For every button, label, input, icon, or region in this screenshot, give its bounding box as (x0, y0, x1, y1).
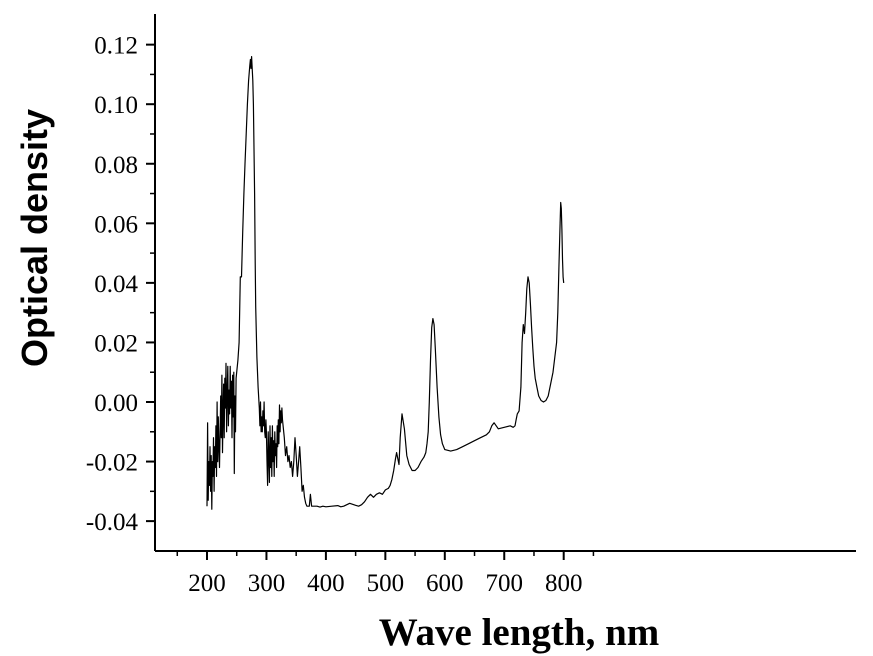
series-group (206, 56, 565, 510)
y-tick-label: 0.06 (94, 211, 138, 238)
x-tick-label: 800 (545, 570, 583, 597)
y-tick-label: -0.04 (86, 509, 139, 536)
y-ticks: -0.04 -0.02 0.00 0.02 0.04 0.06 0.08 0.10 0.12 (86, 33, 155, 536)
x-ticks: 200 300 400 500 600 700 800 (176, 551, 595, 597)
x-tick-label: 300 (248, 570, 286, 597)
series-line (206, 56, 565, 510)
y-tick-label: 0.00 (94, 390, 138, 417)
y-tick-label: -0.02 (86, 450, 138, 477)
x-tick-label: 200 (188, 570, 226, 597)
y-tick-label: 0.04 (94, 271, 138, 298)
x-axis-title: Wave length, nm (379, 611, 660, 654)
y-tick-label: 0.02 (94, 330, 138, 357)
x-tick-label: 500 (367, 570, 405, 597)
x-tick-label: 600 (426, 570, 464, 597)
y-tick-label: 0.08 (94, 152, 138, 179)
y-tick-label: 0.12 (94, 33, 138, 60)
y-tick-label: 0.10 (94, 92, 138, 119)
x-tick-label: 400 (307, 570, 345, 597)
axes (154, 14, 856, 552)
x-tick-label: 700 (486, 570, 524, 597)
y-axis-title: Optical density (14, 109, 55, 367)
